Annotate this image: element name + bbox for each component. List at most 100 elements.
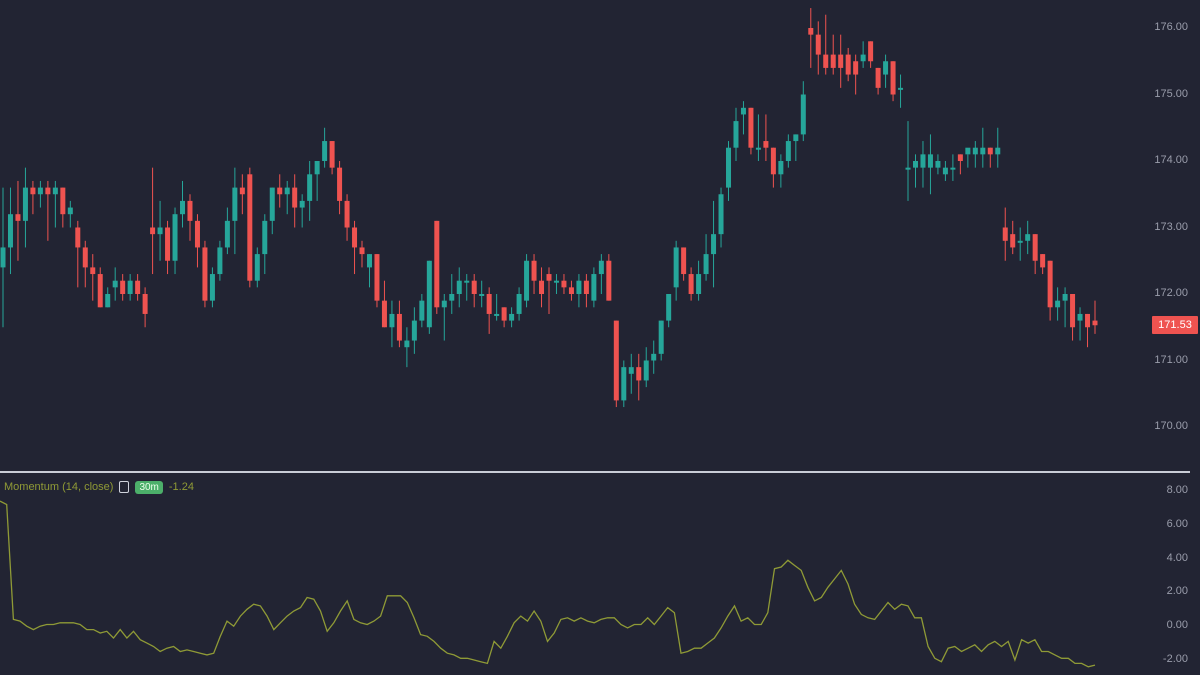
candle-body[interactable] [120,280,126,294]
candle-body[interactable] [808,28,814,35]
candle-body[interactable] [224,220,230,248]
candle-body[interactable] [314,161,320,175]
candle-body[interactable] [1062,294,1068,301]
candle-body[interactable] [1040,254,1046,268]
candle-body[interactable] [681,247,687,275]
candle-body[interactable] [1070,294,1076,328]
candle-body[interactable] [995,147,1001,155]
candle-body[interactable] [337,167,343,201]
candle-body[interactable] [598,260,604,275]
candle-body[interactable] [1017,240,1023,243]
candle-body[interactable] [67,207,73,215]
candle-body[interactable] [441,300,447,308]
candle-body[interactable] [374,254,380,301]
candle-body[interactable] [920,154,926,168]
candle-body[interactable] [52,187,58,195]
candle-body[interactable] [703,254,709,275]
candle-body[interactable] [322,141,328,161]
candle-body[interactable] [711,234,717,255]
candle-body[interactable] [239,187,245,195]
momentum-pane[interactable] [0,475,1200,675]
candle-body[interactable] [486,294,492,314]
candle-body[interactable] [292,187,298,208]
candle-body[interactable] [180,200,186,215]
candle-body[interactable] [868,41,874,62]
candle-body[interactable] [957,154,963,161]
candle-body[interactable] [935,161,941,168]
candle-body[interactable] [105,294,111,308]
candle-body[interactable] [471,280,477,294]
candle-body[interactable] [404,340,410,348]
candlestick-pane[interactable] [0,0,1200,470]
candle-body[interactable] [344,200,350,228]
candle-body[interactable] [883,61,889,75]
candle-body[interactable] [366,254,372,268]
candle-body[interactable] [591,274,597,301]
candle-body[interactable] [165,227,171,261]
candle-body[interactable] [972,147,978,155]
candle-body[interactable] [45,187,51,195]
candle-body[interactable] [494,313,500,316]
timeframe-badge[interactable]: 30m [135,480,163,494]
candle-body[interactable] [307,174,313,201]
candle-body[interactable] [927,154,933,168]
candle-body[interactable] [135,280,141,294]
candle-body[interactable] [501,307,507,321]
candle-body[interactable] [1077,313,1083,321]
candle-body[interactable] [621,367,627,401]
candle-body[interactable] [434,220,440,308]
candle-body[interactable] [531,260,537,281]
candle-body[interactable] [112,280,118,288]
candle-body[interactable] [479,294,485,296]
candle-body[interactable] [516,294,522,314]
candle-body[interactable] [755,147,761,150]
candle-body[interactable] [194,220,200,248]
candle-body[interactable] [1047,260,1053,308]
candle-body[interactable] [217,247,223,275]
candle-body[interactable] [389,313,395,328]
candle-body[interactable] [830,54,836,68]
candle-body[interactable] [838,54,844,68]
candle-body[interactable] [352,227,358,248]
candle-body[interactable] [613,320,619,401]
candle-body[interactable] [912,161,918,168]
candle-body[interactable] [262,220,268,255]
candle-body[interactable] [778,161,784,175]
candle-body[interactable] [815,34,821,55]
candle-body[interactable] [763,141,769,148]
candle-body[interactable] [411,320,417,341]
candle-body[interactable] [568,287,574,294]
candle-body[interactable] [733,121,739,148]
candle-body[interactable] [651,353,657,361]
candle-body[interactable] [359,247,365,255]
candle-body[interactable] [15,214,21,221]
candle-body[interactable] [449,294,455,301]
candle-body[interactable] [22,187,28,221]
candle-body[interactable] [37,187,43,195]
candle-body[interactable] [247,174,253,281]
candle-body[interactable] [464,280,470,283]
candle-body[interactable] [800,94,806,135]
visibility-toggle-icon[interactable] [119,481,130,493]
candle-body[interactable] [90,267,96,275]
candle-body[interactable] [905,167,911,170]
candle-body[interactable] [785,141,791,161]
candle-body[interactable] [658,320,664,354]
candle-body[interactable] [890,61,896,95]
candle-body[interactable] [793,134,799,142]
candle-body[interactable] [539,280,545,294]
candle-body[interactable] [381,300,387,328]
candle-body[interactable] [636,367,642,381]
candle-body[interactable] [97,274,103,308]
candle-body[interactable] [232,187,238,221]
candle-body[interactable] [980,147,986,155]
candle-body[interactable] [853,61,859,75]
candle-body[interactable] [576,280,582,294]
candle-body[interactable] [269,187,275,221]
candle-body[interactable] [1032,234,1038,261]
candle-body[interactable] [277,187,283,195]
candle-body[interactable] [845,54,851,75]
candle-body[interactable] [150,227,156,235]
candle-body[interactable] [127,280,133,294]
